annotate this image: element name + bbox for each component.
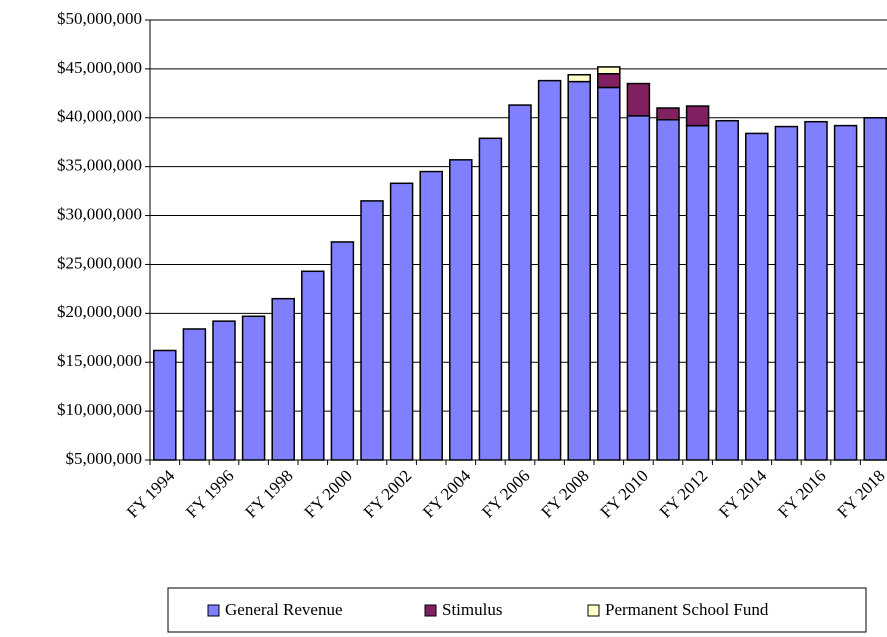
bar [656, 118, 680, 461]
legend-swatch [207, 604, 220, 617]
x-tick-label: FY 2010 [597, 466, 652, 521]
bar [745, 132, 769, 461]
bar [330, 241, 355, 461]
bar [537, 79, 562, 461]
bar [656, 107, 680, 121]
bar [626, 115, 651, 461]
x-tick-label: FY 1994 [123, 466, 179, 522]
y-tick-label: $30,000,000 [57, 204, 142, 223]
y-tick-label: $5,000,000 [66, 449, 143, 468]
y-tick-label: $20,000,000 [57, 302, 142, 321]
bar [774, 125, 799, 461]
bar [597, 86, 621, 461]
legend-label: Stimulus [442, 600, 502, 619]
bar [271, 297, 295, 461]
x-tick-label: FY 2008 [537, 466, 592, 521]
bar [508, 104, 532, 461]
bar [449, 159, 473, 461]
legend-swatch [587, 604, 600, 617]
bar [389, 182, 414, 461]
x-tick-label: FY 2004 [419, 466, 475, 522]
legend-label: Permanent School Fund [605, 600, 769, 619]
y-tick-label: $35,000,000 [57, 156, 142, 175]
x-tick-label: FY 2012 [656, 466, 711, 521]
bar [567, 74, 591, 83]
bar [419, 170, 443, 461]
y-tick-label: $10,000,000 [57, 400, 142, 419]
x-tick-label: FY 2016 [774, 466, 829, 521]
y-tick-label: $25,000,000 [57, 253, 142, 272]
bar [360, 200, 384, 461]
y-tick-label: $40,000,000 [57, 107, 142, 126]
x-tick-label: FY 2018 [833, 466, 887, 521]
bar [182, 328, 207, 461]
bar [301, 270, 325, 461]
bar [597, 73, 621, 89]
bar [212, 320, 236, 461]
bar [863, 117, 887, 461]
bar [597, 66, 621, 75]
legend-swatch [424, 604, 437, 617]
legend-label: General Revenue [225, 600, 343, 619]
legend-box [167, 587, 867, 633]
x-tick-label: FY 2002 [360, 466, 415, 521]
bar [804, 120, 828, 461]
x-tick-label: FY 1996 [182, 466, 237, 521]
x-tick-label: FY 1998 [241, 466, 296, 521]
bar [833, 124, 858, 461]
bar [567, 80, 591, 461]
bar [626, 82, 651, 117]
bar [685, 105, 710, 127]
y-tick-label: $45,000,000 [57, 58, 142, 77]
bar [153, 349, 177, 461]
bar [241, 315, 266, 461]
y-tick-label: $50,000,000 [57, 9, 142, 28]
bar [478, 137, 503, 461]
x-tick-label: FY 2000 [301, 466, 356, 521]
y-tick-label: $15,000,000 [57, 351, 142, 370]
x-tick-label: FY 2014 [715, 466, 771, 522]
bar [685, 124, 710, 461]
bar [715, 119, 739, 461]
x-tick-label: FY 2006 [478, 466, 533, 521]
